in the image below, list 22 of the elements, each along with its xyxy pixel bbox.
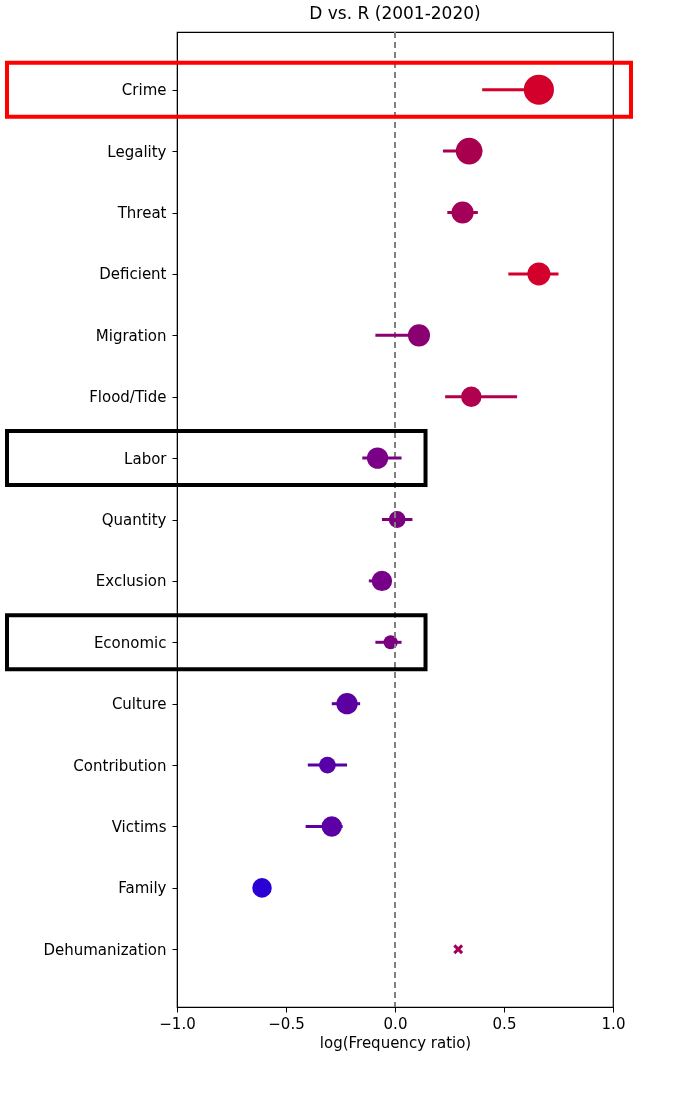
- x-tick-label: −1.0: [159, 1014, 196, 1033]
- y-tick-label: Migration: [95, 326, 167, 345]
- x-tick-label: −0.5: [268, 1014, 305, 1033]
- y-tick-label: Flood/Tide: [89, 388, 167, 407]
- y-tick-label: Economic: [93, 633, 167, 652]
- x-tick-label: 0.5: [492, 1014, 517, 1033]
- y-tick-label: Victims: [111, 817, 167, 836]
- y-tick-label: Contribution: [73, 756, 167, 775]
- y-tick-label: Quantity: [101, 511, 167, 529]
- y-tick-label: Threat: [116, 204, 167, 223]
- y-tick-label: Exclusion: [95, 572, 167, 591]
- y-tick-label: Culture: [111, 695, 167, 714]
- y-tick-label: Deficient: [99, 265, 167, 284]
- chart-title: D vs. R (2001-2020): [309, 3, 481, 23]
- y-tick-label: Labor: [124, 449, 168, 468]
- y-tick-label: Legality: [107, 142, 167, 161]
- y-tick-label: Family: [118, 879, 167, 898]
- x-axis-title: log(Frequency ratio): [319, 1033, 472, 1052]
- y-tick-label: Dehumanization: [43, 940, 167, 959]
- x-tick-label: 1.0: [601, 1014, 626, 1033]
- x-tick-label: 0.0: [383, 1014, 408, 1033]
- y-tick-label: Crime: [121, 81, 167, 100]
